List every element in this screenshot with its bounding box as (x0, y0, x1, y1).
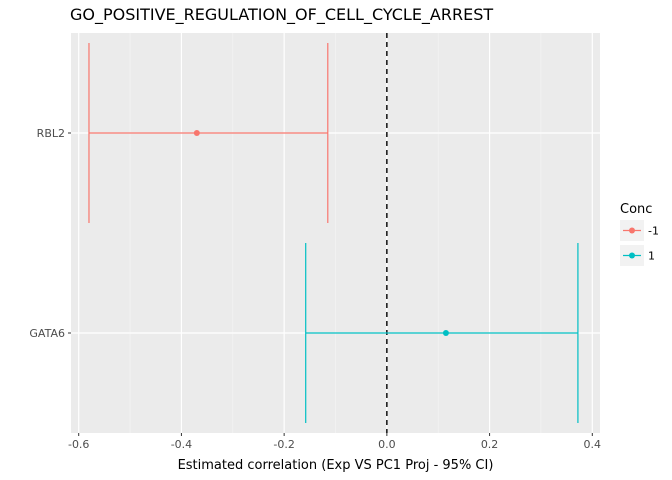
estimate-point (442, 330, 449, 336)
y-tick-label: RBL2 (37, 127, 65, 140)
x-axis: -0.6 -0.4 -0.2 0.0 0.2 0.4 (68, 433, 601, 451)
error-bar-RBL2 (88, 43, 329, 223)
x-tick-label: -0.4 (171, 438, 192, 451)
legend-key-point (629, 227, 635, 234)
x-tick-label: 0.2 (481, 438, 499, 451)
y-tick-label: GATA6 (29, 327, 65, 340)
legend-item: 1 (620, 245, 655, 266)
y-axis: RBL2 GATA6 (29, 127, 71, 340)
x-tick-label: 0.4 (584, 438, 602, 451)
error-bar-GATA6 (305, 243, 579, 423)
x-tick-label: -0.6 (68, 438, 89, 451)
legend-key-point (629, 252, 635, 259)
x-tick-label: 0.0 (378, 438, 396, 451)
legend-label: -1 (648, 225, 659, 238)
grid-minor (129, 33, 542, 433)
legend-title: Conc (620, 202, 652, 217)
legend-item: -1 (620, 220, 659, 241)
error-bars (88, 43, 579, 423)
legend: Conc -1 1 (620, 202, 659, 266)
chart-title: GO_POSITIVE_REGULATION_OF_CELL_CYCLE_ARR… (70, 5, 493, 25)
legend-label: 1 (648, 250, 655, 263)
x-axis-title: Estimated correlation (Exp VS PC1 Proj -… (178, 458, 494, 473)
estimate-point (193, 130, 200, 136)
x-tick-label: -0.2 (273, 438, 294, 451)
